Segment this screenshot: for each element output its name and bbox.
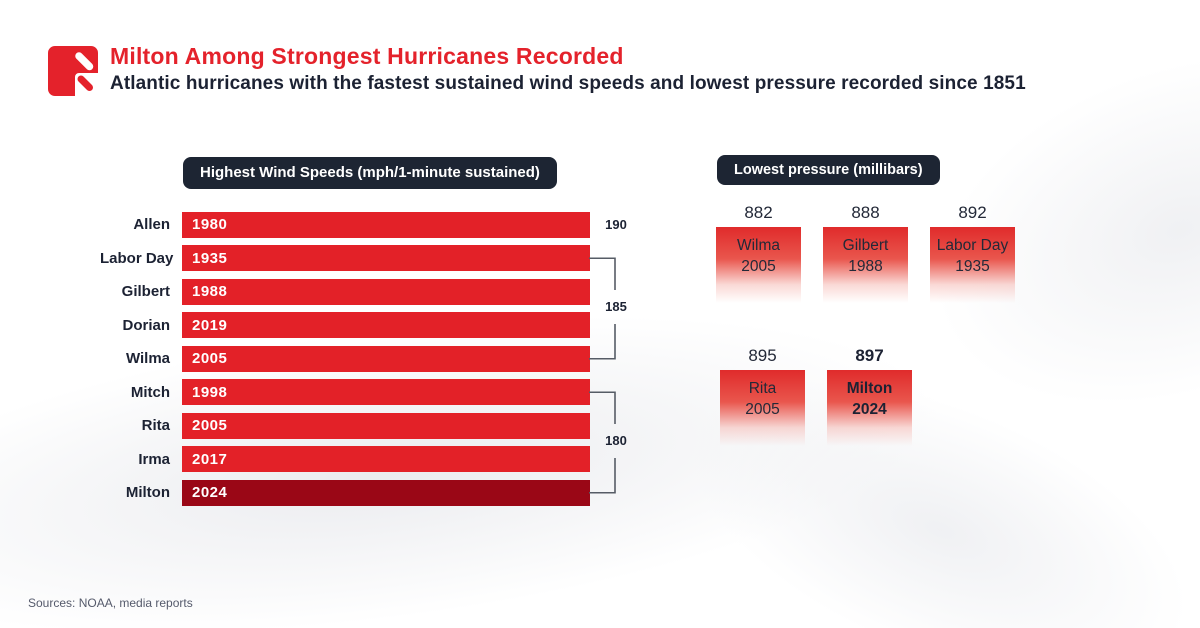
wind-chart-header-badge: Highest Wind Speeds (mph/1-minute sustai… xyxy=(183,157,557,189)
bar-year-label: 1998 xyxy=(192,383,228,401)
page-subtitle: Atlantic hurricanes with the fastest sus… xyxy=(110,73,1026,94)
hurricane-name-label: Mitch xyxy=(130,383,170,401)
pressure-card-cell: 895 Rita 2005 xyxy=(720,346,805,446)
wind-bar-row: Gilbert 1988 xyxy=(100,275,590,309)
pressure-value-label: 882 xyxy=(744,203,773,222)
hurricane-name-label: Dorian xyxy=(122,316,170,334)
hurricane-year-label: 2005 xyxy=(741,258,776,275)
wind-bar: 1998 xyxy=(182,379,590,406)
wind-value-label-185: 185 xyxy=(605,299,627,314)
hurricane-name-label: Gilbert xyxy=(842,237,889,254)
wind-bar: 2017 xyxy=(182,446,590,473)
pressure-card-cell: 892 Labor Day 1935 xyxy=(930,203,1015,303)
page-title: Milton Among Strongest Hurricanes Record… xyxy=(110,43,624,69)
pressure-card-row: 882 Wilma 2005 888 Gilbert 1988 892 Labo… xyxy=(716,203,1116,303)
bar-year-label: 1988 xyxy=(192,283,228,301)
wind-bars: Allen 1980 Labor Day 1935 Gilbert 1988 D… xyxy=(100,208,590,510)
pressure-card: Rita 2005 xyxy=(720,370,805,446)
wind-bar-row: Mitch 1998 xyxy=(100,376,590,410)
wind-bar: 2005 xyxy=(182,345,590,372)
bar-year-label: 2024 xyxy=(192,484,228,502)
bar-year-label: 1935 xyxy=(192,249,228,267)
hurricane-name-label: Rita xyxy=(141,417,170,435)
hurricane-name-label: Wilma xyxy=(125,350,170,368)
brand-logo-icon xyxy=(48,46,98,96)
value-brackets xyxy=(589,257,616,494)
wind-bar: 1980 xyxy=(182,211,590,238)
hurricane-name-label: Labor Day xyxy=(936,237,1009,254)
wind-bar: 1935 xyxy=(182,245,590,272)
pressure-card: Labor Day 1935 xyxy=(930,227,1015,303)
pressure-value-label: 892 xyxy=(958,203,987,222)
pressure-chart-header-badge: Lowest pressure (millibars) xyxy=(717,155,940,185)
pressure-cards: 882 Wilma 2005 888 Gilbert 1988 892 Labo… xyxy=(716,203,1116,446)
pressure-card-row: 895 Rita 2005 897 Milton 2024 xyxy=(720,346,1116,446)
pressure-card: Milton 2024 xyxy=(827,370,912,446)
wind-bar: 2005 xyxy=(182,412,590,439)
hurricane-name-label: Wilma xyxy=(736,237,781,254)
hurricane-name-label: Labor Day xyxy=(100,249,174,267)
hurricane-name-label: Irma xyxy=(138,450,170,468)
bar-year-label: 2005 xyxy=(192,350,228,368)
sources-note: Sources: NOAA, media reports xyxy=(28,596,193,610)
bar-year-label: 2019 xyxy=(192,316,228,334)
pressure-card: Gilbert 1988 xyxy=(823,227,908,303)
wind-bar-row: Irma 2017 xyxy=(100,443,590,477)
hurricane-name-label: Milton xyxy=(846,380,893,397)
hurricane-year-label: 1935 xyxy=(955,258,990,275)
hurricane-name-label: Gilbert xyxy=(121,283,170,301)
wind-bar-row: Allen 1980 xyxy=(100,208,590,242)
wind-bar-row: Labor Day 1935 xyxy=(100,242,590,276)
wind-bar: 2019 xyxy=(182,312,590,339)
pressure-card-cell: 897 Milton 2024 xyxy=(827,346,912,446)
pressure-value-label: 897 xyxy=(855,346,884,365)
pressure-value-label: 895 xyxy=(748,346,777,365)
hurricane-year-label: 2005 xyxy=(745,401,780,418)
hurricane-year-label: 1988 xyxy=(848,258,883,275)
hurricane-name-label: Milton xyxy=(125,484,170,502)
pressure-value-label: 888 xyxy=(851,203,880,222)
wind-bar-row: Wilma 2005 xyxy=(100,342,590,376)
wind-bar-row: Milton 2024 xyxy=(100,476,590,510)
hurricane-name-label: Rita xyxy=(748,380,777,397)
wind-value-label-190: 190 xyxy=(605,217,627,232)
hurricane-year-label: 2024 xyxy=(852,401,887,418)
wind-value-label-180: 180 xyxy=(605,433,627,448)
wind-bar: 2024 xyxy=(182,479,590,506)
pressure-card: Wilma 2005 xyxy=(716,227,801,303)
wind-bar-row: Dorian 2019 xyxy=(100,309,590,343)
bar-year-label: 2005 xyxy=(192,417,228,435)
wind-bar-row: Rita 2005 xyxy=(100,409,590,443)
bar-year-label: 2017 xyxy=(192,450,228,468)
wind-bar: 1988 xyxy=(182,278,590,305)
pressure-card-cell: 888 Gilbert 1988 xyxy=(823,203,908,303)
bar-year-label: 1980 xyxy=(192,216,228,234)
hurricane-name-label: Allen xyxy=(133,216,170,234)
pressure-card-cell: 882 Wilma 2005 xyxy=(716,203,801,303)
